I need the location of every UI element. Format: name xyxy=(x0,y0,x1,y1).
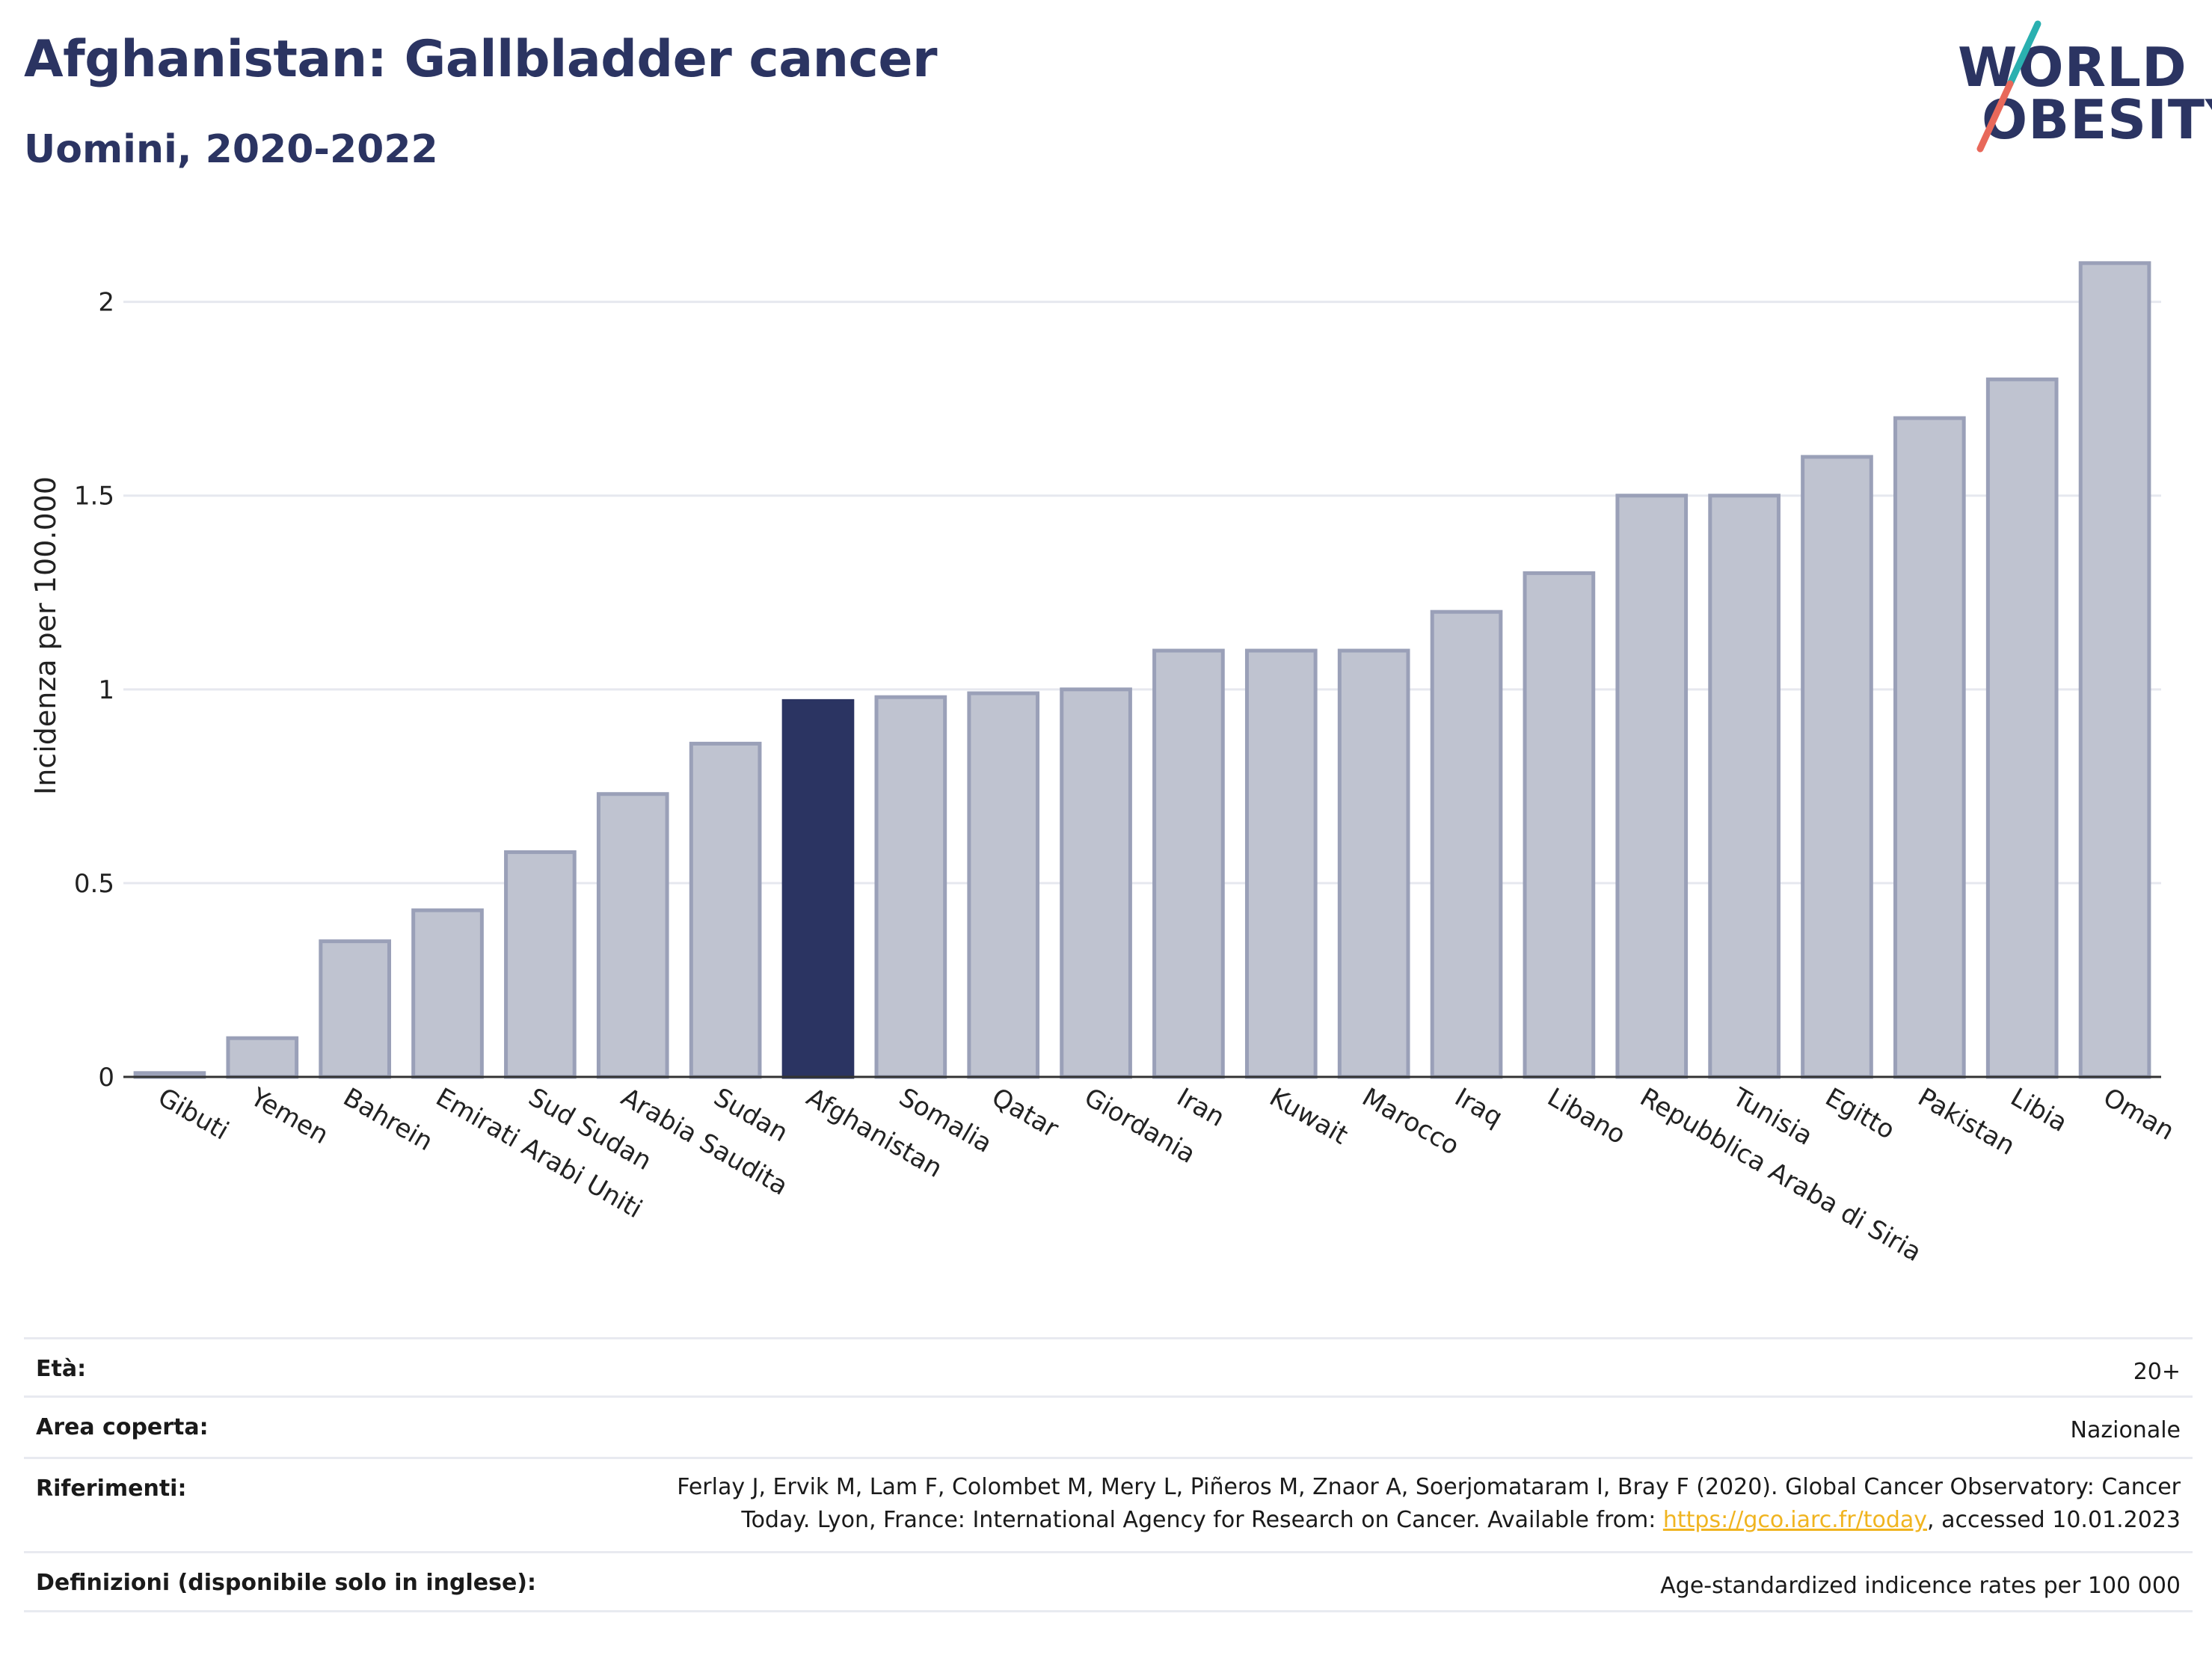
bar xyxy=(1060,687,1132,1079)
meta-label-area: Area coperta: xyxy=(36,1414,209,1440)
meta-label-age: Età: xyxy=(36,1356,87,1382)
bar xyxy=(1523,571,1596,1079)
y-tick-label: 0 xyxy=(98,1063,114,1093)
logo-text-obesity: OBESITY xyxy=(1982,88,2212,151)
reference-line-2-pre: Today. Lyon, France: International Agenc… xyxy=(741,1507,1663,1533)
y-tick-label: 1.5 xyxy=(74,482,114,512)
meta-value-area: Nazionale xyxy=(2070,1417,2181,1443)
y-tick-labels: 0 0.5 1 1.5 2 xyxy=(74,288,114,1093)
bar xyxy=(1708,494,1781,1079)
meta-value-definitions: Age-standardized indicence rates per 100… xyxy=(1660,1573,2181,1599)
meta-row-area: Area coperta: Nazionale xyxy=(24,1395,2193,1457)
bar xyxy=(1985,377,2059,1079)
bar xyxy=(1615,494,1689,1079)
x-tick-label: Libano xyxy=(1542,1082,1630,1150)
x-tick-label: Qatar xyxy=(986,1082,1063,1144)
x-tick-label: Pakistan xyxy=(1913,1082,2020,1161)
bar xyxy=(319,939,391,1079)
meta-row-references: Riferimenti: Ferlay J, Ervik M, Lam F, C… xyxy=(24,1457,2193,1551)
reference-line-1: Ferlay J, Ervik M, Lam F, Colombet M, Me… xyxy=(677,1474,2181,1500)
logo-text-world: WORLD xyxy=(1958,36,2187,99)
meta-label-definitions: Definizioni (disponibile solo in inglese… xyxy=(36,1570,536,1596)
meta-label-references: Riferimenti: xyxy=(36,1476,187,1502)
bar xyxy=(411,908,484,1079)
reference-link[interactable]: https://gco.iarc.fr/today xyxy=(1662,1507,1928,1533)
x-tick-label: Egitto xyxy=(1820,1082,1900,1146)
bar xyxy=(226,1036,299,1079)
meta-value-age: 20+ xyxy=(2133,1359,2181,1385)
x-tick-label: Iran xyxy=(1172,1082,1229,1133)
bar xyxy=(1337,648,1410,1079)
x-tick-label: Kuwait xyxy=(1265,1082,1353,1150)
x-tick-label: Gibuti xyxy=(153,1082,233,1146)
x-tick-label: Libia xyxy=(2006,1082,2073,1138)
bar xyxy=(1152,648,1225,1079)
y-tick-label: 1 xyxy=(98,675,114,705)
y-tick-label: 2 xyxy=(98,288,114,318)
bar xyxy=(967,691,1040,1079)
reference-line-2-post: , accessed 10.01.2023 xyxy=(1927,1507,2181,1533)
chart-title: Afghanistan: Gallbladder cancer xyxy=(24,30,937,89)
metadata-table: Età: 20+ Area coperta: Nazionale Riferim… xyxy=(24,1337,2193,1612)
x-tick-label: Yemen xyxy=(245,1082,334,1151)
bar xyxy=(2078,261,2151,1079)
x-tick-label: Marocco xyxy=(1357,1082,1464,1161)
chart-subtitle: Uomini, 2020-2022 xyxy=(24,127,438,172)
bars xyxy=(133,261,2151,1079)
y-tick-label: 0.5 xyxy=(74,869,114,899)
meta-row-definitions: Definizioni (disponibile solo in inglese… xyxy=(24,1551,2193,1612)
y-axis-title: Incidenza per 100.000 xyxy=(29,476,62,795)
bar xyxy=(1430,610,1503,1079)
bar xyxy=(596,792,669,1079)
bar xyxy=(689,741,762,1079)
bar xyxy=(504,850,577,1079)
x-tick-label: Oman xyxy=(2098,1082,2180,1146)
bar xyxy=(874,695,947,1079)
bar xyxy=(1801,455,1873,1079)
x-tick-label: Iraq xyxy=(1450,1082,1508,1133)
world-obesity-logo: WORLD OBESITY xyxy=(1944,18,2212,160)
bar xyxy=(1893,416,1966,1079)
meta-row-age: Età: 20+ xyxy=(24,1337,2193,1395)
logo-slash-icon xyxy=(1976,20,2042,153)
bar-highlighted xyxy=(781,698,855,1079)
meta-value-references: Ferlay J, Ervik M, Lam F, Colombet M, Me… xyxy=(677,1471,2193,1537)
x-tick-label: Bahrein xyxy=(338,1082,437,1157)
bar xyxy=(1244,648,1318,1079)
